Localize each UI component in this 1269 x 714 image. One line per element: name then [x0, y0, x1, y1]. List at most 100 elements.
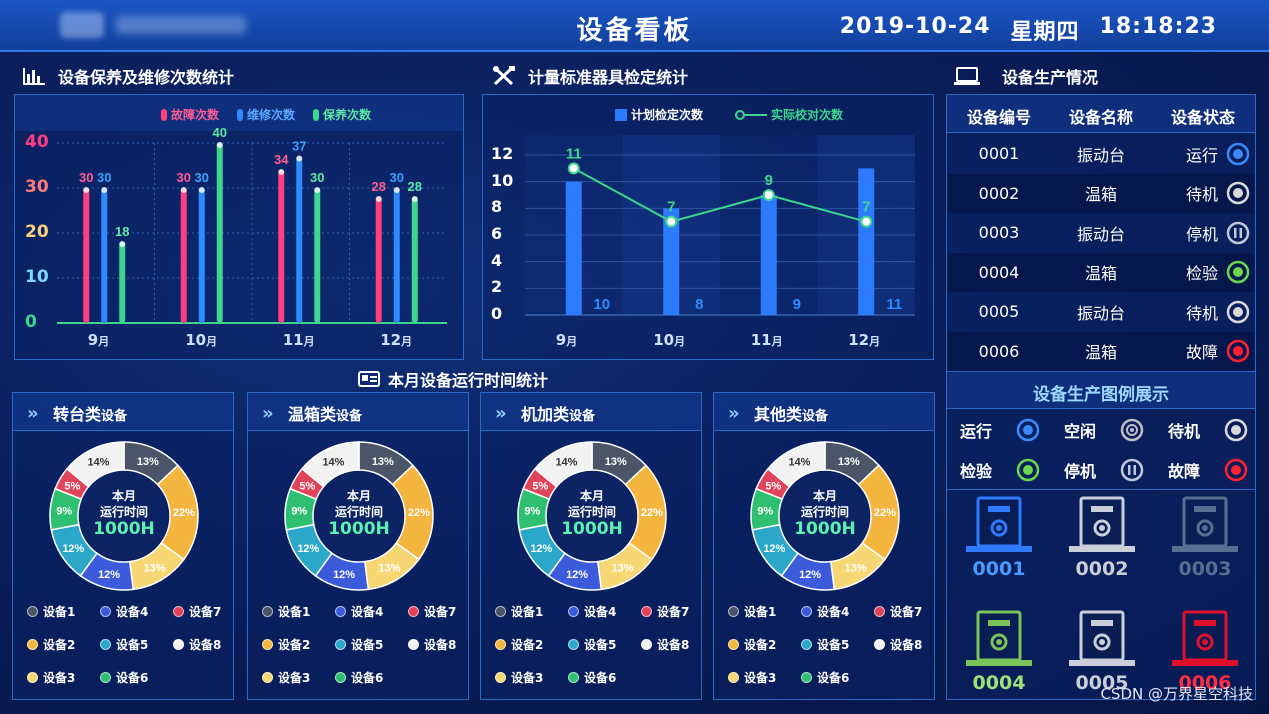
- donut-legend-item: 设备8: [173, 636, 221, 653]
- donut-legend-item: 设备5: [335, 636, 383, 653]
- device-tile[interactable]: 0006: [1170, 610, 1240, 700]
- donut-percent-label: 22%: [641, 507, 663, 519]
- device-tile[interactable]: 0003: [1170, 496, 1240, 586]
- row-id: 0003: [978, 223, 1020, 242]
- pause-status-icon: [1120, 458, 1144, 482]
- maint-bar-label: 28: [372, 179, 386, 194]
- donut-legend-item: 设备6: [100, 669, 148, 686]
- runtime-card-title: 转台类设备: [53, 405, 128, 424]
- calibration-panel: 计划检定次数 实际校对次数 10 8 9 11 11 7 9 7 12 10 8 6 4 2 0 9月 10…: [482, 94, 934, 360]
- production-row[interactable]: 0002 温箱 待机: [948, 173, 1254, 213]
- legend-planned: 计划检定次数: [615, 106, 703, 123]
- legend-swatch-icon: [641, 639, 652, 650]
- device-id: 0006: [1178, 672, 1232, 694]
- donut-percent-label: 5%: [765, 480, 781, 492]
- device-tile[interactable]: 0002: [1067, 496, 1137, 586]
- legend-swatch-icon: [262, 606, 273, 617]
- donut-percent-label: 22%: [408, 507, 430, 519]
- cal-x-tick: 12月: [848, 331, 881, 349]
- maint-bar: [83, 188, 90, 323]
- runtime-donut: 13% 22% 13% 12% 12% 9% 5% 14%: [49, 441, 199, 591]
- donut-legend-item: 设备7: [408, 603, 456, 620]
- donut-legend-item: 设备3: [728, 669, 776, 686]
- maint-y-tick: 0: [25, 312, 37, 332]
- legend-item: 故障: [1168, 458, 1248, 482]
- double-chevron-icon: »: [27, 403, 39, 424]
- production-header-row: 设备编号 设备名称 设备状态: [948, 96, 1254, 135]
- calibration-title: 计量标准器具检定统计: [492, 64, 688, 88]
- page-title: 设备看板: [576, 16, 693, 46]
- runtime-card-title: 其他类设备: [754, 405, 829, 424]
- legend-swatch-icon: [27, 672, 38, 683]
- donut-center-l2: 运行时间: [800, 505, 849, 519]
- donut-legend-item: 设备2: [728, 636, 776, 653]
- production-row[interactable]: 0001 振动台 运行: [948, 134, 1254, 173]
- legend-swatch-icon: [568, 672, 579, 683]
- legend-swatch-icon: [27, 606, 38, 617]
- legend-swatch-icon: [874, 606, 885, 617]
- legend-item: 待机: [1168, 418, 1248, 442]
- maint-bar-label: 30: [177, 170, 191, 185]
- cal-y-tick: 4: [491, 250, 503, 270]
- legend-item: 运行: [960, 418, 1040, 442]
- cal-x-tick: 10月: [653, 331, 686, 349]
- donut-percent-label: 13%: [144, 563, 166, 575]
- donut-percent-label: 14%: [87, 457, 109, 469]
- production-row[interactable]: 0004 温箱 检验: [948, 252, 1254, 292]
- row-status: 检验: [1185, 264, 1218, 283]
- donut-legend-item: 设备1: [27, 603, 75, 620]
- production-title: 设备生产情况: [954, 64, 1098, 88]
- production-row[interactable]: 0006 温箱 故障: [948, 331, 1254, 371]
- runtime-card-title: 机加类设备: [521, 405, 596, 424]
- production-row[interactable]: 0003 振动台 停机: [948, 213, 1254, 252]
- donut-legend-item: 设备3: [495, 669, 543, 686]
- maint-bar-label: 40: [213, 125, 227, 140]
- cal-x-tick: 9月: [555, 331, 578, 349]
- laptop-icon: [954, 67, 980, 85]
- maint-bar-label: 30: [79, 170, 93, 185]
- device-tile[interactable]: 0005: [1067, 610, 1137, 700]
- row-name: 振动台: [1076, 224, 1125, 244]
- machine-icon: [966, 496, 1032, 552]
- donut-legend-item: 设备7: [173, 603, 221, 620]
- row-name: 振动台: [1076, 303, 1125, 323]
- maint-bar: [180, 188, 187, 323]
- row-name: 温箱: [1084, 264, 1117, 283]
- runtime-card: » 转台类设备 13% 22% 13% 12% 12% 9% 5% 14% 本月 运行时间 1000H 设…: [12, 392, 234, 700]
- cal-line-label: 7: [667, 199, 675, 216]
- donut-percent-label: 9%: [56, 505, 72, 517]
- donut-percent-label: 12%: [98, 569, 120, 581]
- status-dot-icon: [1226, 181, 1250, 205]
- runtime-card-title: 温箱类设备: [288, 405, 363, 424]
- donut-percent-label: 14%: [788, 457, 810, 469]
- donut-legend-item: 设备5: [100, 636, 148, 653]
- maint-x-tick: 12月: [380, 331, 413, 349]
- col-id: 设备编号: [966, 107, 1031, 127]
- donut-percent-label: 12%: [62, 543, 84, 555]
- header-bar: 设备看板 2019-10-24 星期四 18:18:23: [0, 0, 1269, 52]
- device-tile[interactable]: 0004: [964, 610, 1034, 700]
- row-id: 0002: [978, 183, 1020, 203]
- device-id: 0003: [1178, 558, 1232, 580]
- cal-y-tick: 10: [491, 170, 514, 190]
- maint-bar: [296, 156, 303, 323]
- row-id: 0006: [978, 341, 1020, 361]
- donut-percent-label: 22%: [173, 507, 195, 519]
- cal-bar-label: 10: [593, 296, 610, 313]
- cal-bar: [760, 195, 777, 315]
- machine-icon: [1172, 496, 1238, 552]
- row-name: 振动台: [1076, 145, 1125, 165]
- donut-legend-item: 设备6: [801, 669, 849, 686]
- production-row[interactable]: 0005 振动台 待机: [948, 292, 1254, 331]
- maint-x-tick: 9月: [87, 331, 110, 349]
- donut-percent-label: 13%: [372, 456, 394, 468]
- legend-swatch-icon: [641, 606, 652, 617]
- cal-x-tick: 11月: [750, 331, 783, 349]
- id-card-icon: [358, 371, 380, 387]
- device-tile[interactable]: 0001: [964, 496, 1034, 586]
- donut-center-l1: 本月: [346, 489, 371, 503]
- donut-percent-label: 9%: [291, 505, 307, 517]
- status-dot-icon: [1226, 339, 1250, 363]
- donut-center-value: 1000H: [794, 519, 856, 539]
- legend-swatch-icon: [568, 606, 579, 617]
